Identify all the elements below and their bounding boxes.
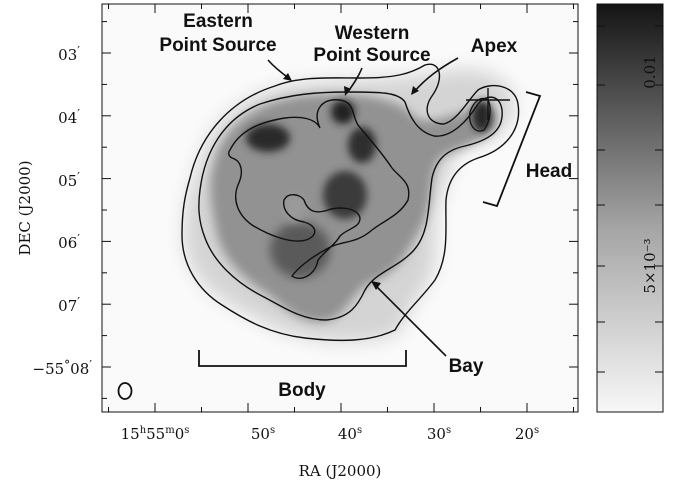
y-tick-label-3: 06′ (58, 232, 80, 252)
y-tick-label-5: −55°08′ (33, 358, 93, 378)
x-tick-label-2: 40s (338, 425, 362, 443)
annotation-head: Head (526, 161, 572, 182)
arrow-bay (375, 285, 447, 357)
bright-knot-eastern (246, 124, 290, 152)
annotation-apex: Apex (471, 36, 518, 57)
contour-outer (181, 63, 520, 342)
bright-knot-western (331, 100, 355, 124)
y-axis-title: DEC (J2000) (16, 160, 34, 255)
colorbar: 0.01 5×10⁻³ (596, 3, 664, 413)
x-tick-marks (108, 4, 574, 412)
arrowhead-bay (371, 281, 381, 290)
annotation-eastern-line1: Eastern (183, 11, 253, 32)
x-tick-labels: 15h55m0s 50s 40s 30s 20s (121, 425, 540, 443)
arrow-apex (413, 57, 459, 93)
bracket-body (198, 350, 407, 367)
colorbar-label-0: 0.01 (641, 55, 659, 88)
body-glow (270, 222, 330, 278)
arrowhead-apex (411, 86, 419, 95)
colorbar-gradient (596, 3, 664, 413)
annotation-eastern-line2: Point Source (159, 35, 276, 56)
contour-inner (227, 99, 410, 279)
colorbar-label-1: 5×10⁻³ (641, 238, 659, 293)
x-tick-label-4: 20s (515, 425, 539, 443)
y-tick-label-2: 05′ (58, 170, 80, 190)
arrowhead-eastern (283, 73, 292, 81)
annotations: Eastern Point Source Western Point Sourc… (159, 11, 572, 401)
annotation-western-line1: Western (335, 23, 410, 44)
y-tick-marks (102, 21, 578, 399)
bracket-head (482, 91, 542, 208)
annotation-body: Body (278, 380, 326, 401)
y-tick-label-0: 03′ (58, 44, 80, 64)
x-tick-label-0: 15h55m0s (121, 425, 190, 443)
y-tick-label-4: 07′ (58, 295, 80, 315)
bright-knot-mid (348, 127, 376, 163)
x-tick-label-1: 50s (251, 425, 275, 443)
y-tick-label-1: 04′ (58, 107, 80, 127)
plot-frame (101, 3, 579, 413)
x-axis-title: RA (J2000) (299, 462, 382, 480)
annotation-bay: Bay (449, 356, 484, 377)
beam-ellipse (117, 382, 133, 400)
arrowhead-western (344, 86, 351, 96)
bright-knot-center (323, 171, 367, 219)
x-tick-label-3: 30s (427, 425, 451, 443)
intensity-map (102, 4, 578, 412)
y-tick-labels: 03′ 04′ 05′ 06′ 07′ −55°08′ (33, 44, 93, 378)
colorbar-ticks (597, 25, 663, 373)
annotation-western-line2: Point Source (313, 45, 430, 66)
